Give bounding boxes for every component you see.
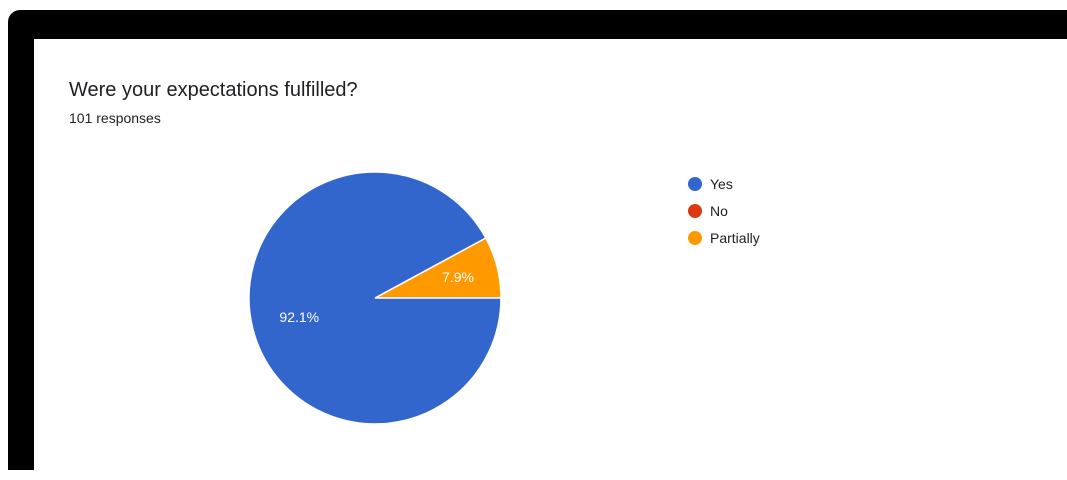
pie-slice-yes[interactable] xyxy=(248,171,502,425)
legend-item-partially[interactable]: Partially xyxy=(688,224,760,251)
legend-item-no[interactable]: No xyxy=(688,197,760,224)
pie-label-partially: 7.9% xyxy=(442,269,474,285)
pie-chart: 7.9% 92.1% xyxy=(248,171,502,425)
legend-swatch-yes xyxy=(688,176,702,191)
chart-legend: Yes No Partially xyxy=(688,170,760,251)
legend-label-yes: Yes xyxy=(710,175,733,192)
pie-label-yes: 92.1% xyxy=(279,309,319,325)
question-title: Were your expectations fulfilled? xyxy=(69,79,358,101)
window-frame: Were your expectations fulfilled? 101 re… xyxy=(8,10,1067,480)
legend-swatch-no xyxy=(688,203,702,218)
legend-label-partially: Partially xyxy=(710,229,760,246)
legend-item-yes[interactable]: Yes xyxy=(688,170,760,197)
question-card: Were your expectations fulfilled? 101 re… xyxy=(34,39,1067,480)
response-count: 101 responses xyxy=(69,110,161,126)
legend-label-no: No xyxy=(710,202,728,219)
legend-swatch-partially xyxy=(688,230,702,245)
